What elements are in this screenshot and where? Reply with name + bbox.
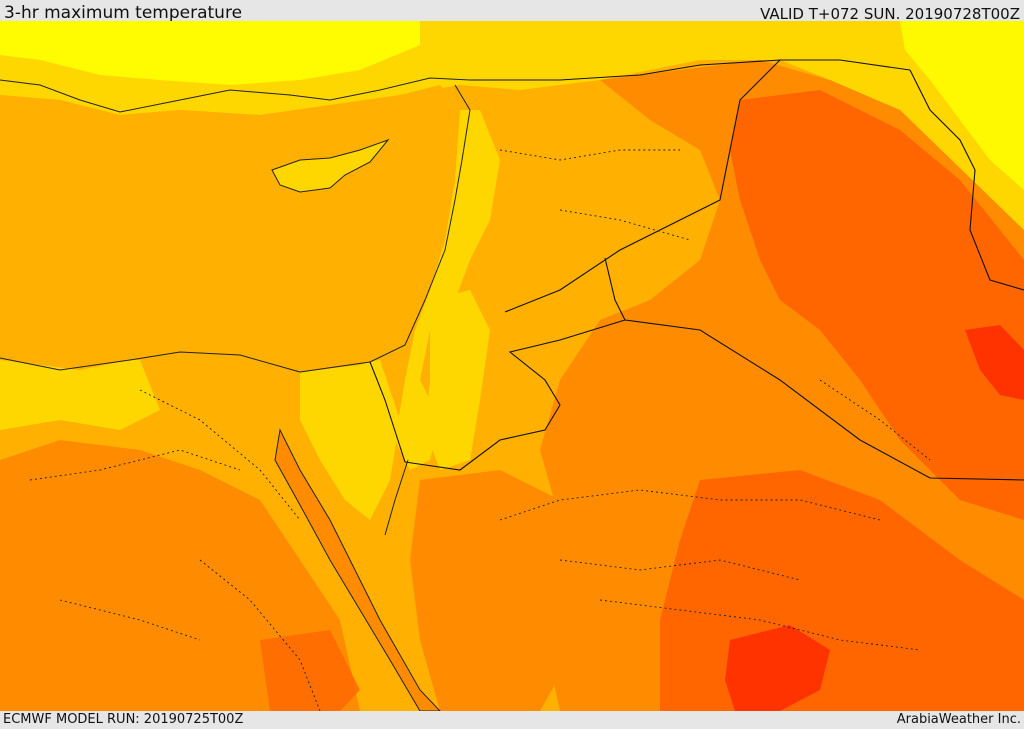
national-borders [369, 59, 1024, 481]
admin-boundaries [29, 149, 931, 711]
header-bar: 3-hr maximum temperature VALID T+072 SUN… [0, 0, 1024, 23]
red-sea [274, 428, 441, 711]
temperature-zone-jordan-valley [425, 290, 490, 470]
temperature-zone-hot-southwest [260, 630, 360, 711]
temperature-zone-hottest-saudi [725, 625, 830, 711]
temperature-map[interactable] [0, 21, 1024, 711]
temperature-zone-hottest-gulf [965, 325, 1024, 400]
levant-coastline [299, 84, 471, 373]
credit-label: ArabiaWeather Inc. [896, 712, 1021, 727]
temperature-zone-yellow-north [0, 21, 420, 85]
map-title: 3-hr maximum temperature [4, 3, 243, 23]
turkey-coastline [0, 77, 471, 113]
valid-time: VALID T+072 SUN. 20190728T00Z [760, 5, 1020, 23]
gulf-of-aqaba [384, 459, 409, 536]
footer-bar: ECMWF MODEL RUN: 20190725T00Z ArabiaWeat… [0, 711, 1024, 729]
model-run-label: ECMWF MODEL RUN: 20190725T00Z [3, 712, 244, 727]
mediterranean-sea [0, 85, 460, 372]
temperature-zone-yellow-northeast [900, 21, 1024, 190]
temperature-zone-egypt-west [0, 360, 160, 430]
cyprus-island [271, 138, 390, 193]
temperature-zone-levant-coast [395, 110, 500, 470]
temperature-zone-sinai [300, 360, 400, 520]
temperature-zone-warm-saudi-north [410, 470, 600, 711]
temperature-zone-hot-iraq [730, 90, 1024, 520]
egypt-coastline [0, 351, 301, 373]
